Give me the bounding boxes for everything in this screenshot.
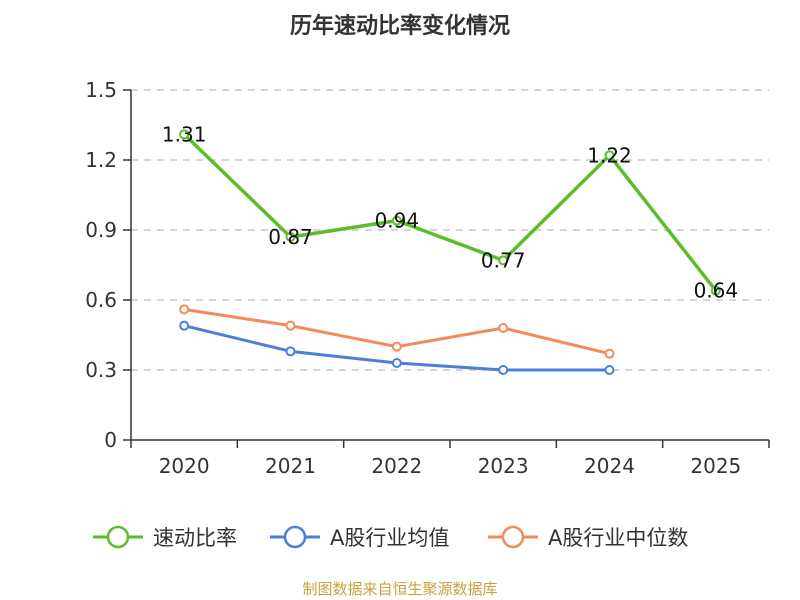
data-point <box>498 323 509 333</box>
data-label: 1.22 <box>587 143 632 167</box>
data-point <box>604 365 615 375</box>
legend-swatch-marker <box>283 525 307 549</box>
data-point <box>285 346 296 357</box>
chart-title: 历年速动比率变化情况 <box>290 13 510 39</box>
data-point <box>498 255 509 266</box>
data-point <box>391 358 402 368</box>
grid-lines <box>131 89 769 371</box>
x-tick-label: 2023 <box>478 454 529 478</box>
y-tick-label: 0.9 <box>85 218 117 242</box>
x-tick-label: 2022 <box>371 454 422 478</box>
data-point <box>285 232 296 242</box>
legend-swatch-marker <box>501 525 525 549</box>
x-tick-label: 2025 <box>690 454 741 478</box>
data-point <box>710 285 721 296</box>
series-line-0 <box>182 133 718 292</box>
data-labels: 1.31 0.87 0.94 0.77 1.22 0.64 <box>162 122 738 302</box>
data-point <box>498 365 509 375</box>
data-point <box>179 304 190 315</box>
data-label: 0.64 <box>694 279 739 303</box>
data-label: 0.94 <box>375 209 420 233</box>
legend-label: A股行业中位数 <box>548 526 688 550</box>
data-point <box>391 215 402 226</box>
data-point <box>285 320 296 331</box>
data-label: 1.31 <box>162 122 207 146</box>
axes: 0 0.3 0.6 0.9 1.2 1.5 2020 2021 2022 2023 2024 2025 <box>85 78 770 478</box>
y-tick-label: 0.6 <box>85 288 117 312</box>
source-note: 制图数据来自恒生聚源数据库 <box>302 580 497 598</box>
legend: 速动比率 A股行业均值 A股行业中位数 <box>93 525 688 550</box>
y-tick-label: 1.5 <box>85 78 117 102</box>
legend-swatch-marker <box>106 525 130 549</box>
data-point <box>604 348 615 359</box>
y-tick-label: 1.2 <box>85 148 117 172</box>
x-tick-label: 2021 <box>265 454 316 478</box>
data-point <box>391 341 402 352</box>
data-label: 0.87 <box>268 225 313 249</box>
legend-label: A股行业均值 <box>330 526 449 550</box>
x-tick-label: 2020 <box>159 454 210 478</box>
data-label: 0.77 <box>481 248 526 272</box>
data-point <box>179 320 190 331</box>
legend-label: 速动比率 <box>153 526 237 550</box>
x-tick-label: 2024 <box>584 454 635 478</box>
y-tick-label: 0.3 <box>85 358 117 382</box>
y-tick-label: 0 <box>104 428 117 452</box>
series-layer <box>179 129 721 375</box>
data-point <box>604 150 615 161</box>
data-point <box>179 129 190 140</box>
